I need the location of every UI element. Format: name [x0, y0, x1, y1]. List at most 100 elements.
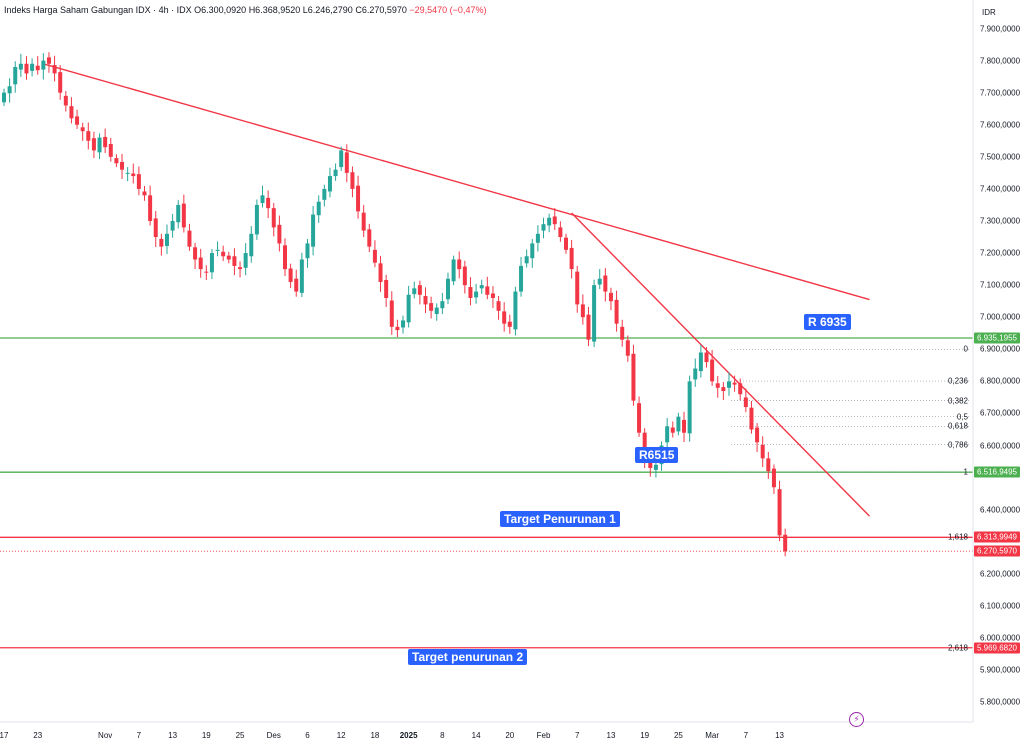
candle-body — [181, 203, 186, 228]
candle-body — [30, 63, 35, 71]
y-tick-label: 6.800,0000 — [980, 376, 1021, 386]
candle-body — [429, 303, 434, 311]
y-tick-label: 6.200,0000 — [980, 569, 1021, 579]
y-tick-label: 7.900,0000 — [980, 24, 1021, 33]
tag-r6935[interactable]: R 6935 — [804, 314, 851, 330]
candle-body — [732, 382, 737, 385]
candle-body — [2, 92, 6, 103]
candle-body — [552, 216, 557, 225]
candle-body — [530, 243, 535, 259]
x-tick-label: 19 — [201, 731, 211, 740]
tag-target-1[interactable]: Target Penurunan 1 — [500, 511, 620, 527]
y-tick-label: 7.700,0000 — [980, 88, 1021, 98]
price-box: 6.935,1955 — [974, 332, 1020, 344]
candle-body — [103, 136, 108, 148]
low-value: L6.246,2790 — [302, 5, 353, 15]
candle-body — [58, 72, 63, 93]
candle-body — [642, 432, 647, 459]
y-tick-label: 5.800,0000 — [980, 697, 1021, 707]
candle-body — [63, 95, 68, 106]
change-value: −29,5470 (−0,47%) — [409, 5, 487, 15]
candle-body — [232, 256, 237, 266]
x-tick-label: 17 — [0, 731, 9, 740]
candle-body — [580, 304, 585, 318]
candle-body — [569, 247, 574, 270]
fib-label: 0 — [963, 344, 968, 354]
x-tick-label: 25 — [673, 731, 683, 740]
flash-icon[interactable]: ⚡ — [849, 712, 864, 727]
candle-body — [564, 237, 568, 250]
candle-body — [271, 208, 276, 228]
candle-body — [344, 152, 349, 173]
candle-body — [254, 204, 259, 235]
y-tick-label: 7.500,0000 — [980, 152, 1021, 162]
candle-body — [316, 201, 321, 216]
candle-body — [721, 387, 726, 392]
candle-body — [670, 427, 675, 433]
x-tick-label: Mar — [705, 731, 719, 740]
candle-body — [513, 291, 518, 330]
y-tick-label: 7.600,0000 — [980, 120, 1021, 130]
candle-body — [603, 275, 608, 292]
candle-body — [592, 285, 597, 342]
candle-body — [7, 86, 12, 94]
candle-body — [440, 301, 445, 309]
candle-body — [204, 271, 209, 273]
x-tick-label: 20 — [505, 731, 515, 740]
candle-body — [125, 172, 130, 174]
y-tick-label: 6.400,0000 — [980, 505, 1021, 515]
candle-body — [333, 169, 338, 177]
x-tick-label: 2025 — [399, 731, 418, 740]
x-tick-label: 8 — [440, 731, 445, 740]
trendline[interactable] — [43, 63, 870, 301]
candle-body — [682, 419, 687, 433]
candle-body — [665, 426, 670, 443]
tag-target-2[interactable]: Target penurunan 2 — [408, 649, 528, 665]
candle-body — [356, 185, 361, 212]
candle-body — [490, 293, 495, 298]
price-box: 6.313,9949 — [974, 531, 1020, 543]
symbol-title[interactable]: Indeks Harga Saham Gabungan IDX · 4h · I… — [4, 5, 192, 15]
candle-body — [760, 444, 765, 459]
candle-body — [114, 158, 119, 164]
candle-body — [395, 326, 400, 331]
candle-body — [46, 57, 51, 64]
candle-body — [474, 291, 479, 298]
candle-body — [401, 320, 406, 328]
candle-body — [131, 173, 136, 177]
candle-body — [457, 259, 462, 270]
candle-body — [698, 352, 703, 372]
candle-body — [148, 195, 153, 221]
y-tick-label: 5.900,0000 — [980, 665, 1021, 675]
candle-body — [294, 278, 299, 292]
candle-body — [597, 278, 602, 285]
trendline[interactable] — [571, 212, 870, 517]
candle-body — [547, 217, 552, 226]
candle-body — [361, 212, 366, 231]
candle-body — [35, 65, 40, 71]
candle-body — [715, 383, 720, 388]
x-tick-label: 12 — [336, 731, 346, 740]
tag-r6515[interactable]: R6515 — [635, 447, 679, 463]
y-tick-label: 6.000,0000 — [980, 633, 1021, 643]
x-tick-label: 13 — [775, 731, 784, 740]
candle-body — [541, 224, 546, 231]
candle-body — [743, 397, 748, 408]
candle-body — [496, 301, 501, 311]
candle-body — [653, 464, 658, 470]
currency-label[interactable]: IDR — [982, 8, 996, 17]
candle-body — [249, 233, 254, 257]
x-tick-label: 14 — [471, 731, 481, 740]
candle-body — [608, 292, 613, 302]
candle-body — [305, 243, 310, 259]
candle-body — [18, 63, 23, 70]
candle-body — [468, 287, 473, 298]
candle-body — [445, 278, 450, 300]
candle-body — [502, 311, 507, 324]
candle-body — [693, 368, 698, 380]
x-tick-label: 18 — [370, 731, 380, 740]
fib-label: 0,618 — [947, 421, 968, 431]
x-tick-label: 25 — [235, 731, 245, 740]
candle-body — [519, 265, 524, 292]
